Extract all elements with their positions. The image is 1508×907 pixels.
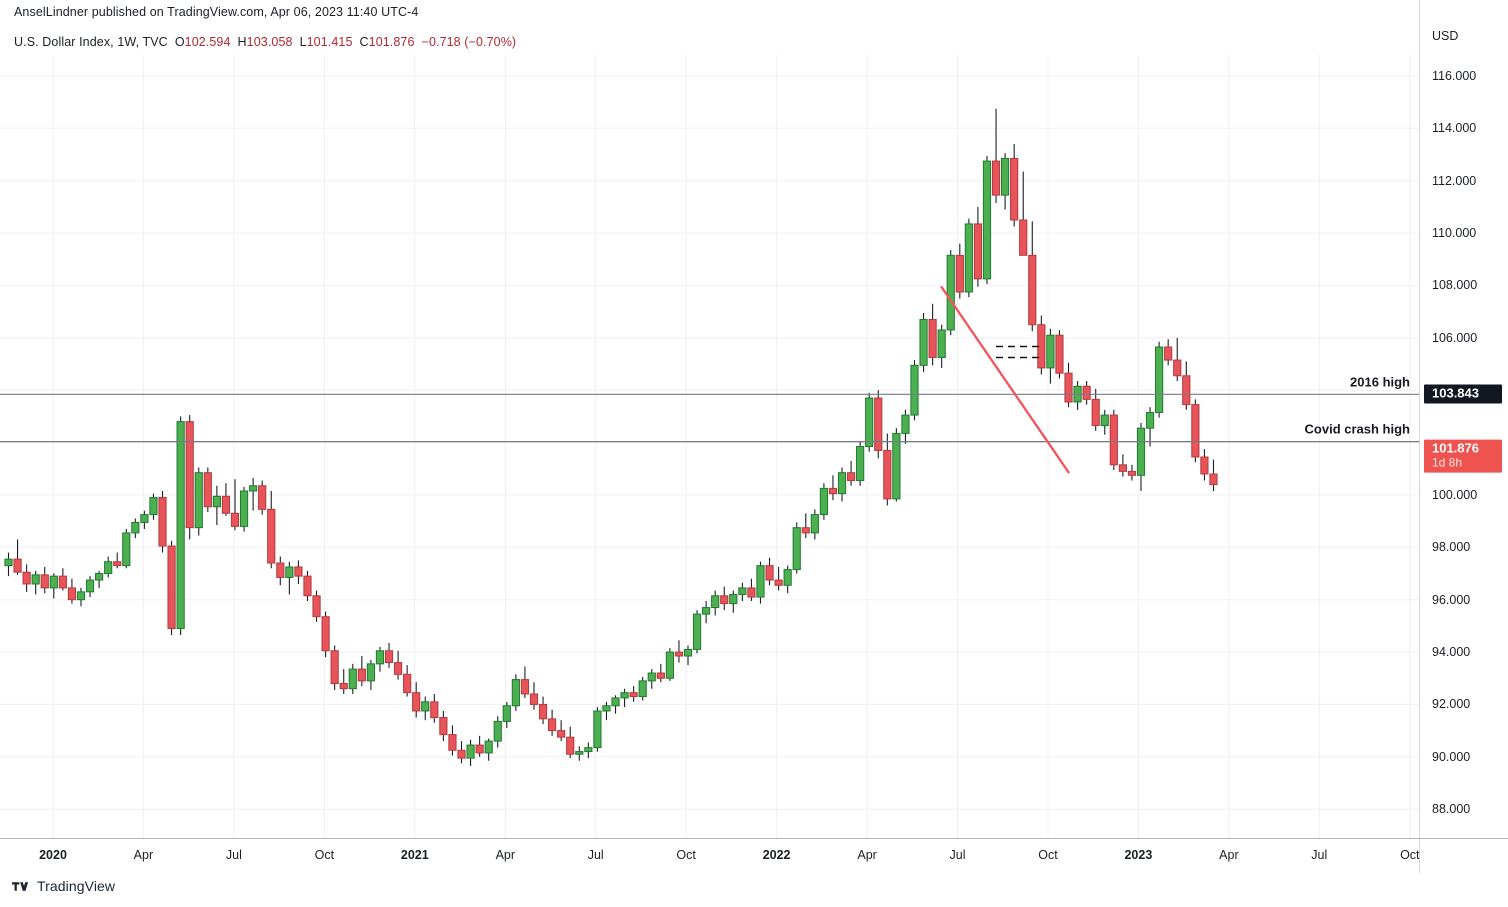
- price-tick: 116.000: [1432, 68, 1477, 83]
- time-axis[interactable]: 2020 Apr Jul Oct 2021 Apr Jul Oct 2022 Apr Jul Oct 2…: [0, 838, 1508, 873]
- low-value: 101.415: [306, 35, 353, 49]
- price-tick: 110.000: [1432, 226, 1477, 241]
- symbol-label[interactable]: U.S. Dollar Index, 1W, TVC: [14, 35, 168, 49]
- label-2016-high: 2016 high: [1350, 374, 1410, 390]
- trendline[interactable]: [940, 286, 1070, 474]
- axis-divider: [1419, 839, 1420, 873]
- low-key: L: [299, 35, 307, 49]
- price-level-badge: 103.843: [1424, 384, 1502, 404]
- dashed-level-lines[interactable]: [996, 345, 1042, 359]
- time-tick: Oct: [676, 848, 696, 862]
- chart-legend: U.S. Dollar Index, 1W, TVC O102.594 H103.0…: [14, 35, 516, 49]
- price-tick: 96.000: [1432, 592, 1471, 607]
- price-tick: 90.000: [1432, 749, 1471, 764]
- tradingview-footer: TradingView: [12, 878, 115, 894]
- price-tick: 100.000: [1432, 487, 1478, 502]
- time-tick: 2020: [39, 848, 67, 862]
- change-value: −0.718 (−0.70%): [421, 35, 517, 49]
- open-key: O: [174, 35, 185, 49]
- price-tick: 106.000: [1432, 330, 1478, 345]
- time-tick: 2023: [1124, 848, 1153, 862]
- candlestick-svg: [0, 55, 1419, 838]
- bar-countdown: 1d 8h: [1432, 455, 1463, 470]
- time-tick: Jul: [587, 848, 604, 862]
- brand-label: TradingView: [37, 878, 116, 894]
- close-value: 101.876: [368, 35, 415, 49]
- last-price-value: 101.876: [1432, 440, 1479, 456]
- time-tick: 2022: [762, 848, 791, 862]
- publisher-byline: AnselLindner published on TradingView.co…: [14, 5, 419, 19]
- open-value: 102.594: [184, 35, 231, 49]
- time-tick: Jul: [949, 848, 966, 862]
- time-tick: Jul: [225, 848, 242, 862]
- time-tick: Oct: [1400, 848, 1420, 862]
- price-tick: 108.000: [1432, 278, 1478, 293]
- price-axis[interactable]: USD 116.000 114.000 112.000 110.000 108.000 1…: [1419, 0, 1508, 838]
- high-key: H: [237, 35, 247, 49]
- time-tick: Jul: [1311, 848, 1328, 862]
- candlestick-series: [4, 108, 1218, 766]
- close-key: C: [359, 35, 369, 49]
- label-covid-crash-high: Covid crash high: [1304, 421, 1410, 437]
- time-tick: 2021: [400, 848, 429, 862]
- price-tick: 114.000: [1432, 121, 1477, 136]
- chart-plot-area[interactable]: [0, 55, 1419, 838]
- price-tick: 98.000: [1432, 540, 1471, 555]
- axis-currency-label: USD: [1432, 29, 1459, 43]
- price-tick: 92.000: [1432, 697, 1471, 712]
- gridlines: [0, 55, 1419, 838]
- time-tick: Apr: [133, 848, 154, 862]
- time-tick: Apr: [1219, 848, 1239, 862]
- price-tick: 94.000: [1432, 645, 1471, 660]
- price-tick: 88.000: [1432, 802, 1471, 817]
- last-price-badge[interactable]: 101.876 1d 8h: [1424, 439, 1502, 473]
- price-tick: 112.000: [1432, 173, 1477, 188]
- price-level-lines[interactable]: [0, 393, 1419, 443]
- time-tick: Oct: [314, 848, 335, 862]
- time-tick: Apr: [495, 848, 516, 862]
- time-tick: Oct: [1038, 848, 1058, 862]
- high-value: 103.058: [246, 35, 293, 49]
- time-tick: Apr: [857, 848, 877, 862]
- tradingview-logo-icon: [12, 881, 29, 891]
